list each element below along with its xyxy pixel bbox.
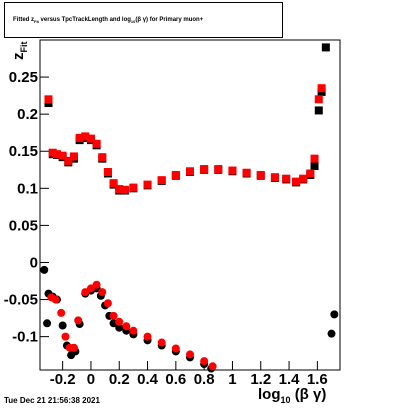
x-axis-label: log10 (β γ)	[258, 386, 327, 405]
x-tick-label: 0.4	[137, 371, 159, 388]
y-tick-label: -0.05	[4, 292, 38, 309]
data-point	[92, 280, 101, 289]
data-point	[317, 84, 326, 93]
data-point	[310, 162, 319, 171]
data-point	[43, 319, 52, 328]
data-point	[74, 316, 83, 325]
data-point	[51, 295, 60, 304]
data-point	[98, 288, 107, 297]
data-point	[61, 332, 70, 341]
data-point	[69, 343, 78, 352]
data-point	[69, 152, 78, 161]
data-point	[52, 150, 61, 159]
data-point	[208, 362, 217, 371]
data-point	[129, 326, 138, 335]
y-tick-label: -0.1	[12, 329, 38, 346]
data-point	[75, 133, 84, 142]
data-point	[321, 43, 330, 52]
data-point	[81, 288, 90, 297]
data-point	[86, 134, 95, 143]
data-point	[40, 265, 49, 274]
y-tick-label: 0	[30, 254, 38, 271]
data-point	[242, 168, 251, 177]
data-point	[327, 329, 336, 338]
data-point	[256, 170, 265, 179]
data-point	[186, 350, 194, 359]
data-point	[171, 344, 180, 353]
timestamp: Tue Dec 21 21:56:38 2021	[4, 396, 100, 405]
data-point	[122, 322, 131, 331]
data-point	[115, 185, 124, 194]
x-tick-label: 1.4	[279, 371, 301, 388]
data-point	[200, 357, 209, 366]
x-tick-label: 1	[228, 371, 236, 388]
data-point	[310, 154, 319, 163]
y-tick-label: 0.25	[9, 69, 38, 86]
x-tick-label: 0.8	[194, 371, 215, 388]
data-point	[330, 310, 339, 319]
data-point	[171, 170, 180, 179]
data-point	[98, 153, 107, 162]
data-point	[299, 174, 308, 183]
data-point	[186, 167, 194, 176]
x-tick-label: 1.6	[307, 371, 328, 388]
data-point	[115, 317, 124, 326]
y-ticks: -0.1 -0.05 0 0.05 0.1 0.15 0.2 0.25	[4, 69, 49, 346]
data-point	[306, 169, 315, 178]
data-point	[44, 95, 53, 104]
data-point	[228, 166, 237, 175]
data-point	[86, 284, 95, 293]
data-point	[314, 106, 323, 115]
data-marks	[40, 43, 339, 373]
y-tick-label: 0.15	[9, 143, 38, 160]
data-point	[57, 308, 66, 317]
title-box: Fitted zFit versus TpcTrackLength and lo…	[4, 2, 283, 38]
data-point	[314, 95, 323, 104]
data-point	[58, 151, 67, 160]
x-tick-label: 0	[87, 371, 95, 388]
data-point	[48, 148, 57, 157]
plot-frame	[39, 39, 341, 371]
data-point	[120, 185, 129, 194]
data-point	[129, 183, 138, 192]
data-point	[143, 180, 152, 189]
data-point	[64, 156, 73, 165]
x-tick-label: -0.2	[50, 371, 76, 388]
data-point	[103, 168, 112, 176]
data-point	[157, 176, 166, 185]
y-axis-label: zFit	[10, 41, 29, 61]
y-tick-label: 0.05	[9, 217, 38, 234]
data-point	[103, 299, 112, 308]
x-ticks: -0.2 0 0.2 0.4 0.6 0.8 1 1.2 1.4 1.6	[50, 361, 328, 388]
data-point	[292, 177, 301, 186]
data-point	[109, 179, 118, 188]
data-point	[109, 311, 118, 320]
data-point	[270, 173, 279, 182]
data-point	[58, 321, 67, 330]
y-tick-label: 0.1	[17, 180, 38, 197]
data-point	[143, 332, 152, 341]
y-tick-label: 0.2	[17, 106, 38, 123]
x-tick-label: 0.2	[109, 371, 130, 388]
data-point	[92, 139, 101, 148]
data-point	[200, 165, 209, 174]
data-point	[115, 323, 124, 332]
data-point	[81, 132, 90, 141]
x-tick-label: 1.2	[250, 371, 271, 388]
x-tick-label: 0.6	[165, 371, 186, 388]
chart-title: Fitted zFit versus TpcTrackLength and lo…	[13, 17, 204, 25]
data-point	[157, 338, 166, 347]
data-point	[282, 174, 291, 183]
data-point	[214, 165, 223, 174]
